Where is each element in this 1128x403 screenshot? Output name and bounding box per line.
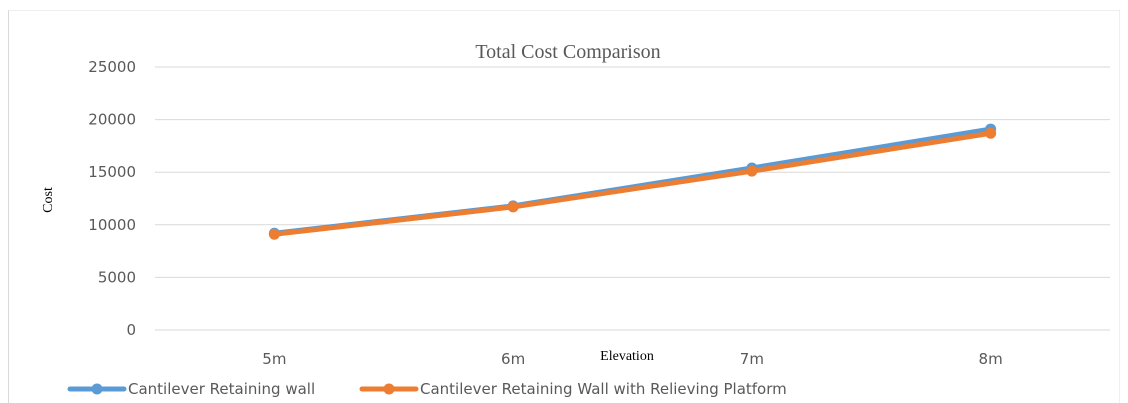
x-tick-label: 6m bbox=[501, 350, 525, 368]
y-tick-label: 20000 bbox=[88, 111, 136, 129]
series-line bbox=[271, 126, 994, 236]
y-tick-label: 0 bbox=[126, 321, 136, 339]
legend-marker bbox=[91, 383, 103, 395]
data-point bbox=[985, 127, 997, 139]
data-point bbox=[507, 201, 519, 213]
y-tick-label: 10000 bbox=[88, 216, 136, 234]
y-axis-ticks: 0 5000 10000 15000 20000 25000 bbox=[88, 58, 136, 339]
x-tick-label: 8m bbox=[979, 350, 1003, 368]
y-tick-label: 5000 bbox=[98, 268, 136, 286]
series-line bbox=[271, 130, 994, 237]
y-tick-label: 15000 bbox=[88, 163, 136, 181]
series-layer bbox=[268, 123, 997, 240]
legend-label: Cantilever Retaining wall bbox=[128, 380, 315, 398]
x-axis-label: Elevation bbox=[600, 349, 654, 364]
data-point bbox=[746, 165, 758, 177]
legend-label: Cantilever Retaining Wall with Relieving… bbox=[420, 380, 787, 398]
y-axis-label: Cost bbox=[41, 187, 56, 213]
legend-marker bbox=[383, 383, 395, 395]
x-tick-label: 7m bbox=[740, 350, 764, 368]
chart-title: Total Cost Comparison bbox=[475, 41, 660, 63]
legend: Cantilever Retaining wall Cantilever Reta… bbox=[67, 380, 787, 398]
chart-frame bbox=[8, 10, 1120, 403]
x-axis-ticks: 5m 6m 7m 8m bbox=[262, 350, 1002, 368]
data-point bbox=[268, 228, 280, 240]
y-tick-label: 25000 bbox=[88, 58, 136, 76]
gridlines bbox=[155, 66, 1110, 331]
x-tick-label: 5m bbox=[262, 350, 286, 368]
